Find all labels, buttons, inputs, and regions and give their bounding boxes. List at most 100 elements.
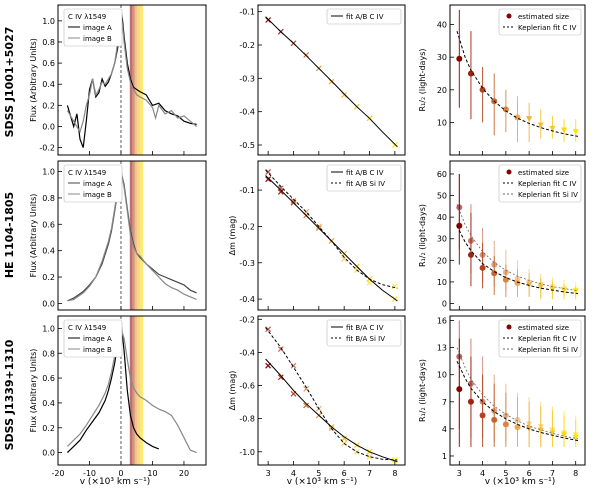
legend-title: C IV λ1549: [68, 13, 106, 21]
data-point-cross: [290, 362, 297, 369]
velocity-band-strip: [139, 5, 142, 155]
data-point-cross: [277, 346, 284, 353]
legend-box: [63, 319, 123, 358]
data-point-upper-limit: [549, 125, 556, 132]
data-point-cross: [303, 402, 310, 409]
y-tick-label: 0.0: [42, 122, 55, 131]
data-point-cross: [366, 453, 373, 460]
data-point-upper-limit: [561, 430, 568, 437]
y-tick-label: -1.0: [239, 448, 255, 457]
data-point: [514, 275, 521, 282]
legend-box: [498, 319, 582, 358]
y-tick-label: -0.4: [239, 108, 255, 117]
velocity-band-strip: [131, 5, 134, 155]
data-point: [491, 261, 498, 268]
data-point-upper-limit: [549, 427, 556, 434]
velocity-band-strip: [131, 316, 134, 465]
plot-area: [456, 320, 579, 447]
spectrum-line-image-B: [66, 326, 197, 454]
y-tick-label: 1.0: [42, 17, 55, 26]
x-tick-label: 3: [457, 469, 462, 478]
y-tick-label: 0.0: [42, 449, 55, 458]
legend-box: [326, 319, 402, 347]
y-tick-label: 1.0: [42, 168, 55, 177]
velocity-band-strip: [139, 316, 142, 465]
fit-line-Keplerian-fit-C-IV: [456, 225, 579, 295]
y-tick-label: 0.0: [42, 299, 55, 308]
fit-line-fit-B-A-C-IV: [265, 358, 398, 463]
y-tick-label: 10: [437, 371, 447, 380]
panel-r1-c2: -0.1 -0.2 -0.3 -0.4 -0.5 fit A/B C IV: [239, 4, 406, 156]
legend-entry: image A: [83, 180, 112, 188]
legend-box: [498, 8, 582, 36]
x-tick-label: -20: [51, 469, 64, 478]
data-point-cross: [341, 92, 348, 98]
fit-line-fit-A-B-C-IV: [265, 16, 398, 148]
plot-area: [67, 161, 197, 310]
data-point-cross: [277, 185, 284, 192]
x-tick-label: 6: [342, 469, 347, 478]
panel-r2-c2: -0.1 -0.2 -0.3 -0.4 Δm (mag) fit A/B C IV fit …: [228, 160, 406, 311]
axes-frame: [257, 160, 406, 311]
y-tick-label: 13: [437, 344, 447, 353]
y-tick-label: 7: [442, 398, 447, 407]
plot-area: [456, 173, 579, 300]
x-axis-label-col3: v (×10³ km s⁻¹): [485, 477, 556, 487]
x-tick-label: 8: [573, 469, 578, 478]
panel-r3-c3: 1 4 7 10 13 16 3 4 5 6 7 8 R₁/₂ (light-days) estimate…: [418, 315, 586, 478]
legend-box: [498, 164, 582, 203]
axes-frame: [449, 4, 586, 156]
legend-entry: image B: [83, 191, 112, 199]
y-tick-label: 30: [437, 235, 447, 244]
data-point: [502, 106, 509, 113]
x-tick-label: 4: [480, 469, 485, 478]
data-point-cross: [265, 168, 272, 175]
legend-entry: Keplerian fit C IV: [518, 180, 577, 188]
panels: -0.2 0.0 0.2 0.4 0.6 0.8 1.0 Flux (Arbitrary Un…: [29, 4, 586, 478]
legend-title: C IV λ1549: [68, 169, 106, 177]
y-tick-label: 16: [437, 317, 447, 326]
column-x-labels: v (×10³ km s⁻¹) v (×10³ km s⁻¹) v (×10³ …: [80, 477, 556, 487]
panel-r3-c1: 0.0 0.2 0.4 0.6 0.8 1.0 -20 -10 0 10 20 Flux (Arbit…: [29, 315, 207, 478]
y-tick-label: 0.4: [42, 399, 55, 408]
data-point-upper-limit: [526, 116, 533, 123]
velocity-band-strip: [134, 161, 137, 310]
y-axis-label: Δm (mag): [228, 216, 237, 256]
data-point-upper-limit: [561, 127, 568, 134]
x-tick-label: 5: [503, 469, 508, 478]
y-tick-label: 0.6: [42, 220, 55, 229]
data-point: [502, 412, 509, 419]
y-tick-label: 1.0: [42, 324, 55, 333]
y-axis-label: R₁/₂ (light-days): [418, 359, 427, 422]
x-tick-label: 0: [118, 469, 123, 478]
panel-r1-c1: -0.2 0.0 0.2 0.4 0.6 0.8 1.0 Flux (Arbitrary Un…: [29, 4, 207, 156]
x-tick-label: 10: [147, 469, 157, 478]
data-point: [456, 55, 463, 62]
velocity-band-strip: [138, 316, 141, 465]
data-point: [467, 70, 474, 77]
data-point-cross: [265, 176, 272, 183]
legend-entry: estimated size: [518, 169, 569, 177]
y-tick-label: 1: [442, 452, 447, 461]
legend-box: [63, 164, 123, 203]
data-point-upper-limit: [526, 280, 533, 287]
legend-entry: Keplerian fit Si IV: [518, 191, 578, 199]
data-point-cross: [341, 435, 348, 442]
velocity-band-strip: [138, 5, 141, 155]
legend-box: [326, 164, 402, 192]
y-tick-label: 0.4: [42, 80, 55, 89]
legend-marker: [506, 324, 512, 330]
legend-entry: Keplerian fit C IV: [518, 24, 577, 32]
axes-frame: [257, 4, 406, 156]
legend-box: [326, 8, 402, 25]
y-tick-label: -0.4: [239, 348, 255, 357]
velocity-band-strip: [136, 5, 139, 155]
legend-entry: Keplerian fit C IV: [518, 335, 577, 343]
fit-line-fit-A-B-Si-IV: [265, 169, 398, 289]
legend-entry: image B: [83, 346, 112, 354]
data-point-upper-limit: [572, 432, 579, 439]
x-tick-label: 7: [367, 469, 372, 478]
y-tick-label: -0.2: [239, 41, 255, 50]
spectrum-line-image-B: [66, 15, 197, 134]
legend-entry: fit A/B Si IV: [346, 180, 385, 188]
